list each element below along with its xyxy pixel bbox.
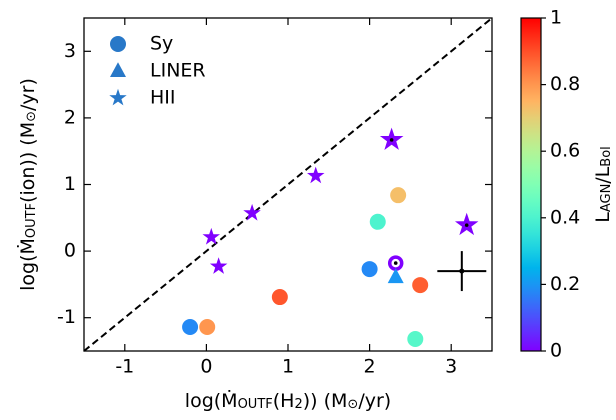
colorbar-label-part: L xyxy=(592,212,614,223)
legend-marker xyxy=(110,36,126,52)
colorbar-tick-label: 0 xyxy=(550,340,562,362)
colorbar-label-part: Bol xyxy=(599,146,614,166)
x-axis-label-part: OUTF xyxy=(238,397,273,412)
x-tick-label: 1 xyxy=(282,356,294,378)
colorbar-label-part: AGN xyxy=(599,184,614,212)
y-axis-label-part: ⊙ xyxy=(24,111,39,122)
data-point xyxy=(412,277,429,294)
data-point xyxy=(202,227,220,245)
x-axis-label-part: /yr) xyxy=(358,390,391,412)
y-tick-label: 3 xyxy=(64,40,76,62)
y-axis-label-part: OUTF xyxy=(24,203,39,238)
y-tick-label: 0 xyxy=(64,240,76,262)
legend-label: HII xyxy=(150,87,176,109)
y-axis-label-part: log(Ṁ xyxy=(16,238,39,291)
legend-marker xyxy=(109,88,127,106)
y-tick-label: -1 xyxy=(57,306,76,328)
legend-marker xyxy=(110,62,126,77)
error-bar-center xyxy=(459,268,465,274)
point-center xyxy=(464,223,469,227)
colorbar-label-part: /L xyxy=(592,166,614,183)
data-point xyxy=(361,261,378,278)
data-point xyxy=(182,319,199,336)
data-point xyxy=(271,289,288,306)
x-axis-label: log(ṀOUTF(H2)) (M⊙/yr) xyxy=(185,389,391,413)
x-axis-label-part: (H xyxy=(273,390,295,412)
y-axis-label-part: (ion)) (M xyxy=(17,122,39,203)
x-tick-label: 3 xyxy=(445,356,457,378)
data-point xyxy=(209,257,228,274)
data-point xyxy=(369,213,386,230)
colorbar-tick-label: 1 xyxy=(550,7,562,29)
colorbar-label: LAGN/LBol xyxy=(592,146,615,223)
legend-label: Sy xyxy=(150,33,173,55)
colorbar-tick-label: 0.2 xyxy=(550,273,580,295)
colorbar-tick-label: 0.6 xyxy=(550,140,580,162)
x-tick-label: -1 xyxy=(115,356,134,378)
data-point xyxy=(307,166,325,184)
x-axis-label-part: ⊙ xyxy=(347,397,358,412)
x-axis-label-part: )) (M xyxy=(303,390,348,412)
y-axis-label: log(ṀOUTF(ion)) (M⊙/yr) xyxy=(16,78,40,291)
colorbar xyxy=(520,17,542,352)
point-center xyxy=(389,138,394,142)
y-axis-label-part: /yr) xyxy=(17,78,39,111)
y-tick-label: 2 xyxy=(64,106,76,128)
y-tick-label: 1 xyxy=(64,173,76,195)
data-point xyxy=(199,319,216,336)
x-axis-label-part: 2 xyxy=(294,397,302,412)
x-axis-label-part: log(Ṁ xyxy=(185,389,238,412)
data-point xyxy=(407,331,424,348)
legend-label: LINER xyxy=(150,60,206,82)
data-point xyxy=(390,187,407,204)
x-tick-label: 2 xyxy=(364,356,376,378)
colorbar-tick-label: 0.4 xyxy=(550,206,580,228)
data-point xyxy=(243,203,261,221)
x-tick-label: 0 xyxy=(200,356,212,378)
one-to-one-line xyxy=(83,17,493,352)
point-center xyxy=(393,261,398,265)
data-point xyxy=(387,268,404,284)
colorbar-tick-label: 0.8 xyxy=(550,73,580,95)
